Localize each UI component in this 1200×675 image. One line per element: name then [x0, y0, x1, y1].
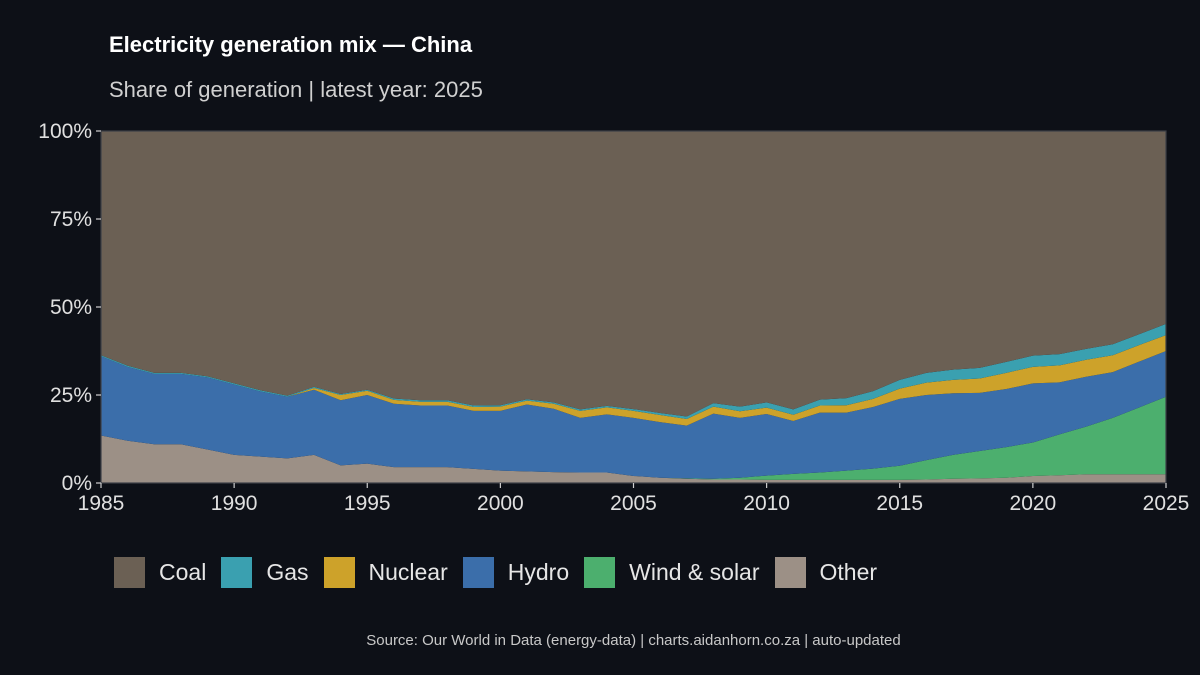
x-tick-label: 2025 — [1143, 492, 1190, 515]
legend-swatch — [220, 556, 254, 589]
legend-label: Coal — [159, 559, 207, 585]
chart-subtitle: Share of generation | latest year: 2025 — [109, 77, 483, 102]
x-tick-label: 2005 — [610, 492, 657, 515]
y-tick-label: 75% — [50, 208, 92, 231]
x-tick-label: 2000 — [477, 492, 524, 515]
stacked-area-chart: 0% 25% 50% 75% 100% 1985 1990 1995 2000 2005 2010… — [38, 120, 1190, 515]
x-tick-label: 2020 — [1010, 492, 1057, 515]
x-tick-label: 1985 — [78, 492, 125, 515]
legend-item-coal: Coal — [113, 556, 206, 589]
y-tick-label: 50% — [50, 296, 92, 319]
legend-swatch — [583, 556, 617, 589]
area-layers — [101, 131, 1166, 483]
x-tick-label: 1990 — [211, 492, 258, 515]
legend-swatch — [113, 556, 146, 589]
y-tick-label: 25% — [50, 384, 92, 407]
area-other — [101, 435, 1166, 483]
y-axis: 0% 25% 50% 75% 100% — [38, 120, 101, 495]
legend-label: Other — [819, 559, 878, 585]
area-gas — [101, 323, 1166, 419]
legend-label: Hydro — [507, 559, 570, 585]
legend-swatch — [773, 556, 807, 589]
legend-item-gas: Gas — [220, 556, 309, 589]
legend-item-nuclear: Nuclear — [322, 556, 448, 589]
legend-swatch — [322, 556, 356, 589]
y-tick-label: 100% — [38, 120, 92, 143]
source-note: Source: Our World in Data (energy-data) … — [366, 632, 901, 649]
x-axis: 1985 1990 1995 2000 2005 2010 2015 2020 2025 — [78, 483, 1190, 515]
chart-title: Electricity generation mix — China — [109, 32, 473, 57]
legend: Coal Gas Nuclear Hydro Wind & solar Other — [113, 556, 891, 589]
legend-swatch — [461, 556, 495, 589]
area-nuclear — [101, 335, 1166, 426]
legend-label: Wind & solar — [629, 559, 760, 585]
legend-item-hydro: Hydro — [461, 556, 570, 589]
legend-item-wind-solar: Wind & solar — [583, 556, 760, 589]
legend-label: Gas — [266, 559, 309, 585]
y-tick-label: 0% — [62, 472, 92, 495]
x-tick-label: 2015 — [876, 492, 923, 515]
area-coal — [101, 131, 1166, 417]
area-hydro — [101, 351, 1166, 479]
area-wind-solar — [101, 396, 1166, 480]
legend-item-other: Other — [773, 556, 878, 589]
x-tick-label: 1995 — [344, 492, 391, 515]
x-tick-label: 2010 — [743, 492, 790, 515]
legend-label: Nuclear — [368, 559, 448, 585]
